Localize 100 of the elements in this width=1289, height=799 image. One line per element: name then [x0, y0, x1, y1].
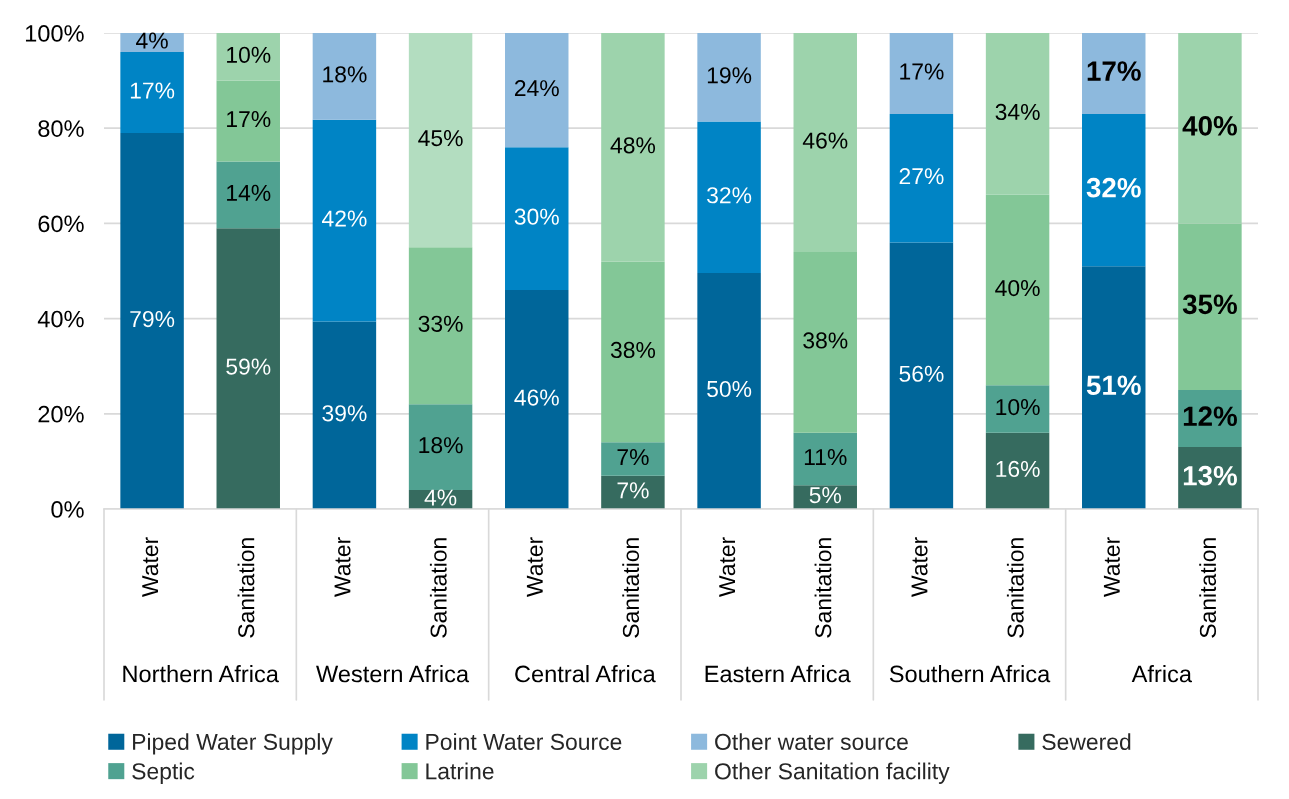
text: Northern Africa	[123, 664, 279, 683]
data-label: 40%	[1182, 115, 1237, 136]
bar	[697, 272, 761, 509]
bar	[985, 432, 1050, 509]
bar	[216, 161, 280, 229]
data-label: 4%	[136, 32, 168, 49]
x-tick-label: Water	[911, 537, 928, 597]
x-tick-label: Sanitation	[622, 538, 640, 638]
data-label: 27%	[899, 168, 944, 185]
bar	[505, 33, 569, 148]
y-tick-label: 40%	[37, 310, 84, 328]
data-label: 18%	[323, 66, 367, 83]
bar	[216, 228, 280, 509]
legend-label: Other Sanitation facility	[715, 762, 950, 784]
bar	[312, 119, 377, 322]
y-tick-label: 60%	[38, 215, 84, 233]
bar	[889, 242, 954, 509]
bar	[1082, 113, 1146, 267]
data-label: 32%	[707, 187, 752, 204]
text: Western Africa	[316, 664, 470, 683]
data-label: 40%	[995, 279, 1040, 297]
x-tick-label: Water	[526, 537, 543, 597]
data-label: 12%	[1183, 406, 1237, 426]
bar	[601, 475, 665, 509]
bar	[1082, 33, 1146, 114]
y-tick-label: 0%	[51, 501, 84, 518]
data-label: 30%	[514, 208, 559, 225]
bar	[985, 194, 1050, 386]
data-label: 79%	[130, 310, 175, 328]
bar	[505, 290, 569, 509]
bar	[1178, 33, 1242, 224]
data-label: 14%	[227, 184, 271, 201]
data-label: 46%	[802, 132, 848, 149]
bar	[697, 121, 761, 273]
bar	[1178, 223, 1242, 390]
bar	[793, 33, 857, 252]
bar	[697, 33, 761, 122]
bar	[985, 385, 1050, 433]
data-label: 33%	[418, 315, 463, 332]
bar	[408, 33, 473, 248]
data-label: 13%	[1183, 465, 1237, 486]
bar	[601, 442, 665, 476]
bar	[408, 404, 473, 490]
bar	[889, 113, 954, 243]
legend-label: Latrine	[426, 762, 494, 780]
legend-label: Point Water Source	[426, 733, 622, 750]
text: Eastern Africa	[705, 664, 851, 683]
x-tick-label: Water	[142, 537, 159, 597]
x-tick-label: Sanitation	[237, 538, 255, 638]
data-label: 10%	[227, 46, 271, 63]
x-tick-label: Sanitation	[814, 538, 832, 638]
data-label: 42%	[322, 210, 367, 227]
data-label: 7%	[617, 482, 649, 499]
bar	[216, 80, 280, 162]
bar	[1082, 266, 1146, 509]
legend-label: Septic	[132, 762, 195, 784]
x-tick-label: Water	[1103, 537, 1120, 597]
bar	[889, 33, 954, 114]
x-tick-label: Sanitation	[1006, 538, 1024, 638]
data-label: 17%	[227, 111, 271, 128]
data-label: 38%	[610, 341, 656, 359]
data-label: 32%	[1086, 177, 1141, 198]
data-label: 46%	[514, 389, 559, 406]
data-label: 50%	[707, 380, 752, 398]
data-label: 35%	[1182, 294, 1237, 315]
data-label: 39%	[322, 405, 367, 422]
data-label: 18%	[419, 437, 463, 454]
data-label: 11%	[804, 449, 847, 466]
legend-label: Sewered	[1042, 733, 1131, 750]
data-label: 5%	[809, 487, 841, 504]
bar	[793, 251, 857, 433]
text: Africa	[1131, 664, 1193, 683]
legend-label: Other water source	[715, 733, 908, 750]
text: Southern Africa	[889, 664, 1051, 683]
data-label: 45%	[418, 130, 463, 147]
legend-label: Piped Water Supply	[133, 733, 333, 755]
x-tick-label: Sanitation	[429, 538, 447, 638]
bar	[120, 52, 184, 133]
bar	[985, 33, 1050, 195]
data-label: 10%	[996, 398, 1040, 416]
y-tick-label: 20%	[38, 405, 84, 423]
data-label: 56%	[899, 365, 944, 382]
bar	[408, 247, 473, 405]
x-tick-label: Water	[334, 537, 351, 597]
data-label: 7%	[617, 449, 649, 466]
x-tick-label: Sanitation	[1199, 538, 1217, 638]
data-label: 17%	[130, 82, 175, 99]
bar	[505, 147, 569, 291]
bar	[312, 33, 377, 120]
bar	[793, 432, 857, 486]
data-label: 4%	[424, 489, 457, 506]
x-tick-label: Water	[719, 537, 736, 597]
data-label: 59%	[226, 358, 271, 375]
data-label: 24%	[514, 80, 559, 97]
bar	[601, 33, 665, 262]
bar	[216, 33, 280, 81]
data-label: 16%	[996, 460, 1040, 478]
data-label: 34%	[995, 103, 1040, 121]
bar	[601, 261, 665, 443]
data-label: 19%	[707, 67, 752, 84]
